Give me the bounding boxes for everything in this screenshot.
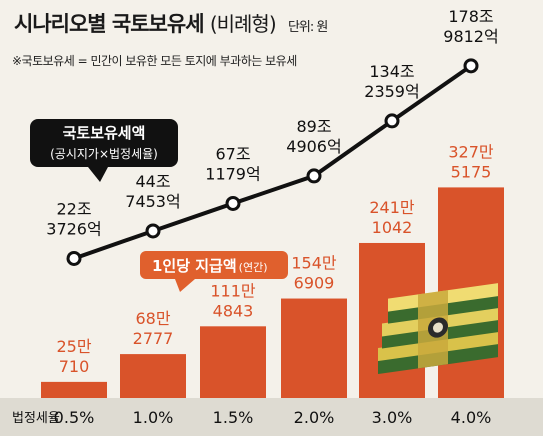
line-point-4 [384,113,400,129]
unit-label: 단위: 원 [287,20,328,35]
x-tick-2: 1.5% [213,408,254,427]
line-label-4-0: 134조 [369,62,414,81]
line-label-3-0: 89조 [296,117,331,136]
bar-0 [41,381,107,398]
line-legend-title: 국토보유세액 [63,124,146,142]
x-tick-3: 2.0% [294,408,335,427]
bar-1 [120,354,186,398]
line-point-5 [463,58,479,74]
money-illustration [378,283,498,374]
axis-strip [0,398,543,436]
footnote: ※국토보유세 = 민간이 보유한 모든 토지에 부과하는 보유세 [12,54,297,68]
title-subtitle: (비례형) [209,12,277,36]
line-label-1-1: 7453억 [125,192,180,211]
line-callout: 국토보유세액 (공시지가×법정세율) [30,119,178,182]
line-label-2-0: 67조 [215,144,250,163]
bar-label-4-0: 241만 [369,198,415,217]
bar-label-2-0: 111만 [210,281,256,300]
line-points [66,58,479,266]
line-point-1 [145,223,161,239]
chart-title: 시나리오별 국토보유세 (비례형) 단위: 원 [14,8,328,38]
line-label-2-1: 1179억 [205,164,260,183]
line-callout-box [30,119,178,167]
line-legend-subtitle: (공시지가×법정세율) [50,147,158,161]
tax-line [73,64,473,261]
bar-label-4-1: 1042 [372,218,413,237]
x-tick-5: 4.0% [451,408,492,427]
line-label-4-1: 2359억 [364,82,419,101]
line-label-1-0: 44조 [135,172,170,191]
bar-callout: 1인당 지급액 (연간) [140,251,288,292]
bar-label-3-1: 6909 [294,274,335,293]
bar-label-3-0: 154만 [291,254,337,273]
line-label-0-1: 3726억 [46,219,101,238]
line-point-0 [66,250,82,266]
bar-callout-box [140,251,288,279]
bar-label-2-1: 4843 [213,301,254,320]
x-tick-labels: 0.5% 1.0% 1.5% 2.0% 3.0% 4.0% [54,408,492,427]
bar-label-1-1: 2777 [133,329,174,348]
line-point-2 [225,195,241,211]
bar-label-5-0: 327만 [448,142,494,161]
line-point-3 [306,168,322,184]
line-label-3-1: 4906억 [286,137,341,156]
x-axis-title: 법정세율 [12,411,60,426]
bar-label-1-0: 68만 [135,309,170,328]
bar-label-0-1: 710 [59,357,90,376]
line-label-5-1: 9812억 [443,27,498,46]
bar-legend-title: 1인당 지급액 (연간) [152,257,268,275]
title-main: 시나리오별 국토보유세 [14,12,205,36]
x-tick-1: 1.0% [133,408,174,427]
bar-callout-tail [175,279,195,292]
line-label-5-0: 178조 [448,7,493,26]
x-tick-4: 3.0% [372,408,413,427]
x-tick-0: 0.5% [54,408,95,427]
line-callout-tail [88,167,108,182]
line-label-0-0: 22조 [56,199,91,218]
bar-label-0-0: 25만 [56,337,91,356]
bar-2 [200,326,266,398]
bar-label-5-1: 5175 [451,162,492,181]
bar-3 [281,298,347,398]
